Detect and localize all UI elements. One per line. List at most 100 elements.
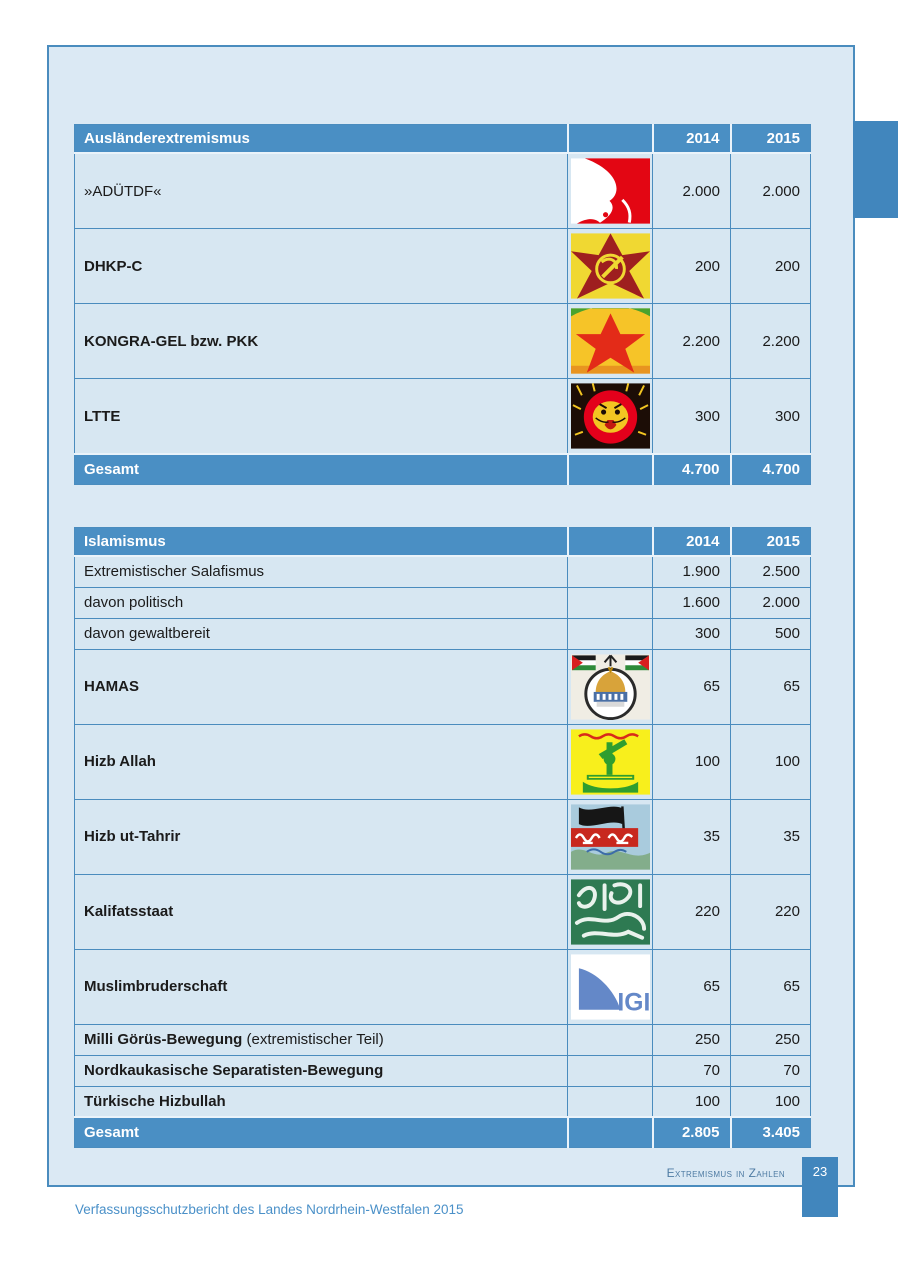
auslaenderextremismus-table: Ausländerextremismus 2014 2015 »ADÜTDF«	[74, 124, 811, 485]
total-2015: 3.405	[729, 1116, 811, 1148]
running-footer-title: Extremismus in Zahlen	[666, 1166, 785, 1180]
value-2014: 300	[652, 378, 731, 455]
hamas-logo	[570, 653, 650, 720]
org-label-main: Milli Görüs-Bewegung	[84, 1031, 243, 1048]
org-logo-cell	[567, 152, 653, 229]
value-2015: 65	[730, 648, 811, 725]
value-2014: 65	[652, 948, 731, 1025]
value-2014: 1.600	[652, 586, 731, 619]
svg-text:IGI: IGI	[617, 989, 650, 1016]
ltte-logo	[570, 383, 650, 449]
value-2014: 100	[652, 1085, 731, 1118]
table-row: Kalifatsstaat	[74, 873, 811, 950]
org-label: LTTE	[74, 378, 568, 455]
page-number: 23	[812, 1164, 828, 1179]
column-header-2014: 2014	[651, 527, 731, 557]
kongra-gel-pkk-logo	[570, 308, 650, 374]
value-2014: 2.200	[652, 303, 731, 379]
value-2014: 65	[652, 648, 731, 725]
org-logo-cell	[567, 586, 653, 619]
hamas-flag-left	[571, 654, 596, 670]
table-row: Hizb Allah	[74, 723, 811, 800]
org-logo-cell	[567, 617, 653, 650]
org-logo-cell	[567, 378, 653, 455]
value-2014: 1.900	[652, 555, 731, 588]
value-2015: 70	[730, 1054, 811, 1087]
value-2015: 2.000	[730, 586, 811, 619]
hizb-allah-logo	[570, 728, 650, 795]
value-2014: 220	[652, 873, 731, 950]
org-label: »ADÜTDF«	[74, 152, 568, 229]
page-number-tab: 23	[802, 1157, 838, 1217]
table-total-row: Gesamt 2.805 3.405	[74, 1116, 811, 1148]
table-row: Milli Görüs-Bewegung (extremistischer Te…	[74, 1023, 811, 1056]
total-label: Gesamt	[74, 1116, 568, 1148]
org-logo-cell	[567, 555, 653, 588]
total-logo-cell	[566, 1116, 653, 1148]
value-2015: 100	[730, 1085, 811, 1118]
value-2015: 200	[730, 228, 811, 304]
value-2015: 250	[730, 1023, 811, 1056]
value-2015: 35	[730, 798, 811, 875]
org-label: davon politisch	[74, 586, 568, 619]
org-label-suffix: (extremistischer Teil)	[242, 1031, 384, 1048]
org-logo-cell	[567, 1023, 653, 1056]
logo-column-header	[566, 527, 653, 557]
logo-column-header	[566, 124, 653, 154]
total-logo-cell	[566, 453, 653, 485]
table-header-row: Islamismus 2014 2015	[74, 527, 811, 557]
org-logo-cell	[567, 648, 653, 725]
org-label: Nordkaukasische Separatisten-Bewegung	[74, 1054, 568, 1087]
value-2015: 2.500	[730, 555, 811, 588]
table-row: Türkische Hizbullah 100 100	[74, 1085, 811, 1118]
total-label: Gesamt	[74, 453, 568, 485]
report-caption: Verfassungsschutzbericht des Landes Nord…	[75, 1202, 464, 1217]
value-2014: 300	[652, 617, 731, 650]
report-page-panel: Ausländerextremismus 2014 2015 »ADÜTDF«	[47, 45, 855, 1187]
org-label: davon gewaltbereit	[74, 617, 568, 650]
org-label: DHKP-C	[74, 228, 568, 304]
table-total-row: Gesamt 4.700 4.700	[74, 453, 811, 485]
table-row: Extremistischer Salafismus 1.900 2.500	[74, 555, 811, 588]
total-2014: 4.700	[651, 453, 731, 485]
org-logo-cell: IGI	[567, 948, 653, 1025]
table-title: Ausländerextremismus	[74, 124, 568, 154]
kalifatsstaat-logo	[570, 878, 650, 945]
org-label: Extremistischer Salafismus	[74, 555, 568, 588]
table-row: Hizb ut-Tahrir	[74, 798, 811, 875]
hizb-ut-tahrir-logo	[570, 803, 650, 870]
org-logo-cell	[567, 303, 653, 379]
org-label: Kalifatsstaat	[74, 873, 568, 950]
org-logo-cell	[567, 1054, 653, 1087]
table-row: DHKP-C 200 200	[74, 228, 811, 304]
chapter-side-tab	[853, 121, 898, 218]
value-2015: 2.200	[730, 303, 811, 379]
org-label: Türkische Hizbullah	[74, 1085, 568, 1118]
table-row: davon gewaltbereit 300 500	[74, 617, 811, 650]
value-2014: 35	[652, 798, 731, 875]
table-row: davon politisch 1.600 2.000	[74, 586, 811, 619]
muslimbruderschaft-logo: IGI	[570, 953, 650, 1020]
islamismus-table: Islamismus 2014 2015 Extremistischer Sal…	[74, 527, 811, 1148]
column-header-2015: 2015	[729, 527, 811, 557]
hamas-flag-right	[624, 654, 649, 670]
value-2015: 300	[730, 378, 811, 455]
org-logo-cell	[567, 723, 653, 800]
table-title: Islamismus	[74, 527, 568, 557]
org-logo-cell	[567, 1085, 653, 1118]
org-label: Hizb ut-Tahrir	[74, 798, 568, 875]
value-2014: 70	[652, 1054, 731, 1087]
org-logo-cell	[567, 798, 653, 875]
value-2014: 2.000	[652, 152, 731, 229]
value-2014: 250	[652, 1023, 731, 1056]
table-row: Muslimbruderschaft IGI 65 65	[74, 948, 811, 1025]
value-2015: 2.000	[730, 152, 811, 229]
org-logo-cell	[567, 873, 653, 950]
table-row: »ADÜTDF« 2.000 2.000	[74, 152, 811, 229]
table-row: HAMAS	[74, 648, 811, 725]
org-label: Hizb Allah	[74, 723, 568, 800]
value-2014: 200	[652, 228, 731, 304]
column-header-2015: 2015	[729, 124, 811, 154]
org-label: Milli Görüs-Bewegung (extremistischer Te…	[74, 1023, 568, 1056]
